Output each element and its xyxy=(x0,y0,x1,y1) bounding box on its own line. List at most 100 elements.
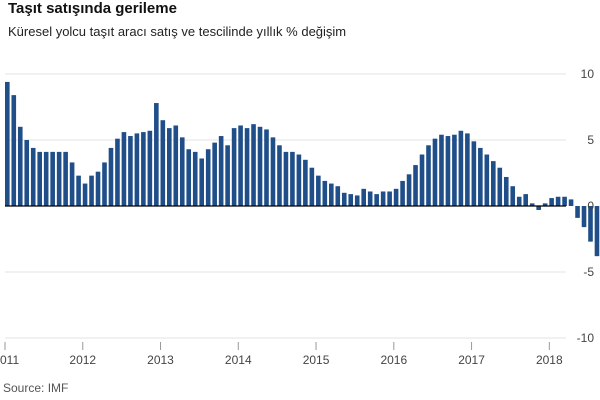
bar xyxy=(264,129,269,206)
bar xyxy=(277,145,282,206)
bar xyxy=(432,138,438,206)
bar xyxy=(69,162,75,206)
bar xyxy=(43,151,49,206)
gridlines xyxy=(5,73,566,339)
bar xyxy=(56,151,62,206)
bar xyxy=(439,134,444,206)
bar xyxy=(173,125,179,206)
bar xyxy=(30,147,36,206)
bar xyxy=(322,180,328,206)
bar-series xyxy=(5,81,600,257)
bar xyxy=(367,191,373,206)
bar xyxy=(212,142,217,206)
bar xyxy=(231,128,237,206)
bar xyxy=(102,162,107,206)
x-tick-label: 2013 xyxy=(147,353,174,367)
bar xyxy=(5,81,10,206)
bar xyxy=(167,128,172,206)
bar xyxy=(361,188,366,206)
bar xyxy=(270,137,276,206)
bar xyxy=(354,195,360,206)
bar xyxy=(581,206,587,228)
bar xyxy=(458,130,464,206)
bar xyxy=(529,203,535,206)
y-tick-label: -10 xyxy=(577,331,595,345)
bar xyxy=(238,125,243,206)
bar xyxy=(63,151,68,206)
bar xyxy=(244,128,250,206)
bar xyxy=(400,180,405,206)
bar xyxy=(465,133,470,206)
bar xyxy=(134,133,140,206)
bar xyxy=(419,154,425,206)
bar xyxy=(516,196,522,206)
bar xyxy=(160,120,166,206)
bar xyxy=(50,151,55,206)
bar xyxy=(128,136,133,206)
bar xyxy=(452,134,457,206)
bar xyxy=(413,165,418,206)
y-tick-label: 5 xyxy=(587,133,594,147)
bar xyxy=(17,126,23,206)
bar xyxy=(24,140,30,206)
bar xyxy=(141,132,146,206)
bar xyxy=(393,188,399,206)
x-tick-label: 2016 xyxy=(380,353,407,367)
bar xyxy=(471,141,477,206)
bar xyxy=(37,151,42,206)
bar xyxy=(192,151,198,206)
bar xyxy=(348,194,354,206)
axes: 10 5 0 -5 -10 011 2012 2013 2014 2015 2016 2017 2018… xyxy=(0,67,595,367)
bar xyxy=(154,103,159,206)
bar xyxy=(89,175,94,206)
bar xyxy=(329,183,334,206)
bar xyxy=(11,95,17,206)
y-tick-label: -5 xyxy=(583,265,594,279)
bar xyxy=(309,167,315,206)
bar xyxy=(218,136,224,206)
bar xyxy=(380,191,386,206)
bar xyxy=(335,186,341,206)
bar xyxy=(503,176,509,206)
bar xyxy=(290,151,295,206)
y-tick-label: 0 xyxy=(587,199,594,213)
bar xyxy=(478,147,483,206)
bar xyxy=(199,158,204,206)
bar xyxy=(549,198,554,206)
bar xyxy=(523,194,528,206)
bar xyxy=(562,196,567,206)
x-tick-label: 2012 xyxy=(69,353,96,367)
source-note: Source: IMF xyxy=(3,381,69,395)
bar xyxy=(387,191,392,206)
bar xyxy=(497,167,503,206)
bar xyxy=(147,130,153,206)
x-tick-label: 2015 xyxy=(303,353,330,367)
chart-subtitle: Küresel yolcu taşıt aracı satış ve tesci… xyxy=(8,24,347,39)
bar xyxy=(510,186,516,206)
bar xyxy=(296,154,302,206)
chart-title: Taşıt satışında gerileme xyxy=(8,0,177,17)
bar xyxy=(341,192,347,206)
bar xyxy=(555,196,561,206)
bar xyxy=(225,145,230,206)
bar xyxy=(257,126,263,206)
bar xyxy=(179,137,185,206)
x-tick-label: 2014 xyxy=(225,353,252,367)
bar xyxy=(95,171,101,206)
bar xyxy=(121,132,127,206)
bar xyxy=(205,149,211,206)
bar xyxy=(542,203,548,206)
bar xyxy=(594,206,600,257)
x-tick-label: 011 xyxy=(0,353,19,367)
bar xyxy=(575,206,580,218)
bar xyxy=(426,145,431,206)
bar xyxy=(536,206,541,210)
bar xyxy=(115,138,120,206)
bar xyxy=(303,159,308,206)
bar xyxy=(374,194,379,206)
bar xyxy=(108,147,114,206)
bar xyxy=(484,154,490,206)
bar xyxy=(491,161,496,206)
bar xyxy=(406,174,412,206)
